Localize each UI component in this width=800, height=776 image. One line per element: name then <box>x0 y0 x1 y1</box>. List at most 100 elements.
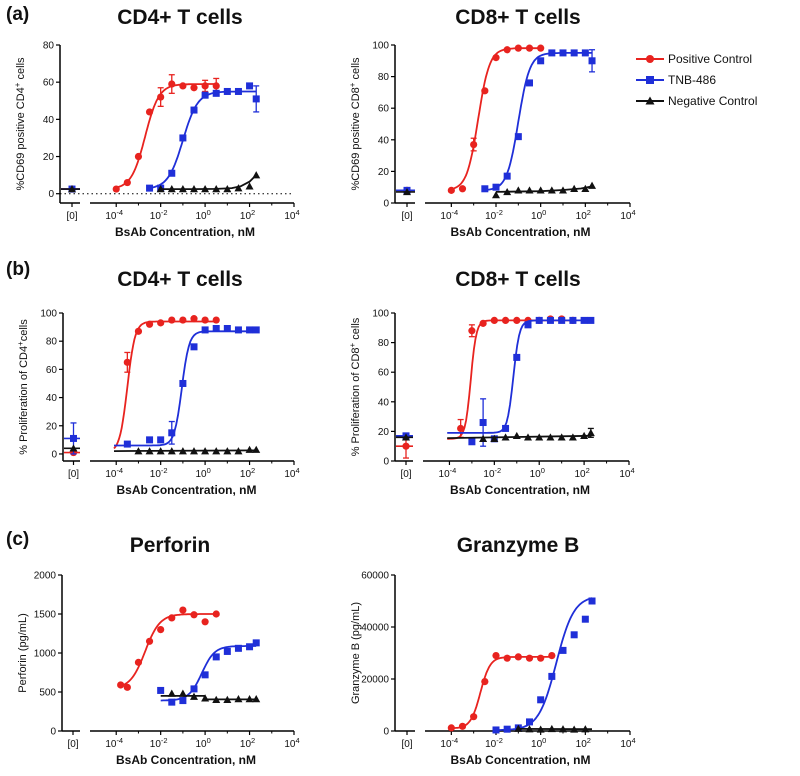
data-point-tnb <box>252 95 260 103</box>
data-point-tnb <box>559 49 567 57</box>
y-tick-label: 0 <box>383 457 389 468</box>
data-point-tnb <box>587 316 595 324</box>
y-axis-label-suffix: cells <box>18 319 30 342</box>
data-point-tnb <box>212 89 220 97</box>
data-point-tnb <box>537 57 545 65</box>
data-point-positive <box>501 316 510 324</box>
y-axis-label-suffix: cells <box>350 57 362 83</box>
data-point-positive <box>134 327 143 335</box>
data-point-negative <box>252 171 261 179</box>
fit-curve-positive <box>447 319 573 440</box>
data-point-negative <box>512 431 521 440</box>
y-tick-label: 0 <box>383 727 389 738</box>
fit-curve-tnb <box>114 330 257 447</box>
data-point-positive <box>168 614 176 622</box>
data-point-tnb <box>252 639 260 647</box>
data-point-negative <box>145 447 154 455</box>
data-point-positive <box>447 724 455 732</box>
data-point-positive <box>447 186 455 194</box>
x-axis-label: BsAb Concentration, nM <box>117 483 257 497</box>
data-point-negative <box>156 447 165 455</box>
data-point-positive <box>525 654 534 662</box>
data-point-positive <box>212 82 220 90</box>
data-point-tnb <box>502 424 510 432</box>
data-point-negative <box>190 185 198 193</box>
data-point-positive <box>458 722 467 730</box>
data-point-tnb <box>468 438 476 446</box>
y-tick-label: 80 <box>46 337 58 348</box>
data-point-negative <box>557 433 566 441</box>
y-tick-label: 20 <box>43 152 55 163</box>
y-tick-label: 60 <box>46 365 58 376</box>
x-tick-label: 100 <box>530 466 545 480</box>
data-point-tnb <box>234 644 242 652</box>
data-point-negative <box>167 447 176 455</box>
series-negative <box>160 689 261 703</box>
legend-item-negative-control: Negative Control <box>636 94 757 108</box>
data-point-tnb <box>212 653 220 661</box>
x-axis-label: BsAb Concentration, nM <box>451 225 591 239</box>
y-tick-label: 0 <box>51 449 57 460</box>
data-point-positive <box>145 637 154 645</box>
y-tick-label: 20 <box>378 427 390 438</box>
x-tick-label: 100 <box>531 208 546 222</box>
data-point-tnb <box>223 647 231 655</box>
data-point-tnb <box>559 646 567 654</box>
data-point-positive <box>490 316 498 324</box>
data-point-zero-negative <box>69 444 78 452</box>
data-point-positive <box>134 152 143 161</box>
data-point-tnb <box>168 429 176 437</box>
data-point-tnb <box>157 436 165 444</box>
panel-c-granzyme-b: Granzyme B 0 20000 40000 60000 [0] 10-4 10-2 100… <box>350 534 636 767</box>
data-point-negative <box>525 186 534 194</box>
data-point-negative <box>190 692 198 700</box>
y-axis-label-text: % Proliferation of CD4 <box>18 346 30 455</box>
data-point-positive <box>201 82 209 90</box>
data-point-tnb <box>179 379 187 387</box>
data-point-positive <box>212 316 220 324</box>
data-point-positive <box>481 678 489 686</box>
y-tick-label: 0 <box>383 199 389 210</box>
x-tick-label: 102 <box>576 736 591 750</box>
legend-label-positive-control: Positive Control <box>668 52 752 66</box>
data-point-positive <box>468 327 476 335</box>
data-point-positive <box>190 315 198 323</box>
series-tnb <box>492 597 596 734</box>
data-point-zero-positive <box>402 442 410 450</box>
y-axis-label: %CD69 positive CD8+ cells <box>348 57 362 191</box>
legend-item-tnb-486: TNB-486 <box>636 73 716 87</box>
series-positive <box>447 652 556 732</box>
data-point-tnb <box>157 686 165 694</box>
series-tnb <box>396 49 596 194</box>
data-point-negative <box>212 447 221 455</box>
data-point-tnb <box>588 57 596 65</box>
data-point-positive <box>513 316 521 324</box>
y-tick-label: 60000 <box>361 571 389 582</box>
data-point-positive <box>190 84 198 92</box>
y-axis-label: Granzyme B (pg/mL) <box>350 602 362 704</box>
data-point-negative <box>570 184 579 192</box>
y-axis-label-text: Perforin (pg/mL) <box>17 613 29 692</box>
y-axis-label: %CD69 positive CD4+ cells <box>13 57 27 191</box>
data-point-tnb <box>526 718 533 726</box>
data-point-positive <box>537 44 545 52</box>
x-tick-label: 10-2 <box>150 208 168 222</box>
data-point-negative <box>570 725 579 733</box>
y-tick-label: 40 <box>43 115 55 126</box>
data-point-zero-negative <box>403 187 411 196</box>
data-point-tnb <box>581 615 589 623</box>
y-tick-label: 40 <box>46 393 58 404</box>
data-point-tnb <box>223 325 231 333</box>
data-point-tnb <box>201 326 209 334</box>
x-tick-label: 10-2 <box>150 736 168 750</box>
y-axis-label-superscript: + <box>348 342 357 347</box>
x-tick-label: 104 <box>620 736 635 750</box>
fit-curve-tnb <box>149 90 257 189</box>
panel-c-perforin: Perforin 0 500 1000 1500 2000 [0] 10-4 10-2 100 10… <box>17 534 300 767</box>
y-axis-label-superscript: + <box>16 341 25 346</box>
data-point-negative <box>201 185 210 193</box>
panel-b-cd4: CD4+ T cells 0 20 40 60 80 100 [0] 10-4 10-2 100 10… <box>16 268 300 497</box>
y-tick-label: 2000 <box>34 571 57 582</box>
data-point-tnb <box>535 316 543 324</box>
data-point-negative <box>581 184 590 192</box>
